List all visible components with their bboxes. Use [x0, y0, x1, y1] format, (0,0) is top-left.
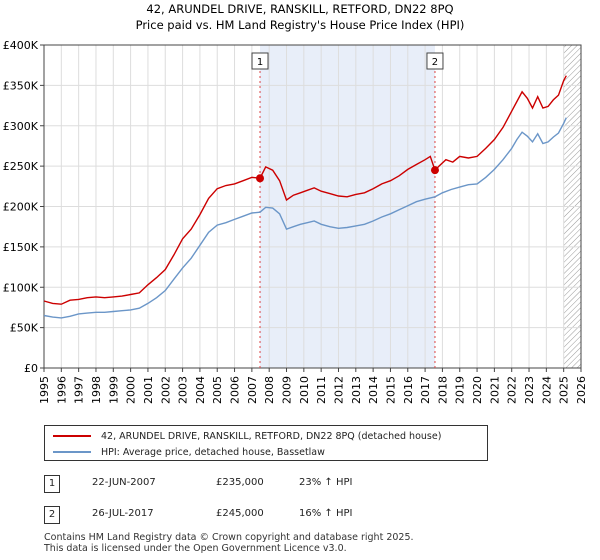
- x-tick-label: 2010: [298, 376, 311, 404]
- property-swatch: [53, 435, 91, 437]
- x-tick-label: 2000: [125, 376, 138, 404]
- x-tick-label: 1995: [38, 376, 51, 404]
- x-tick-label: 1998: [90, 376, 103, 404]
- x-tick-label: 2015: [384, 376, 397, 404]
- y-tick-label: £200K: [3, 201, 39, 214]
- price-chart: 42, ARUNDEL DRIVE, RANSKILL, RETFORD, DN…: [3, 2, 588, 404]
- footer-licence: This data is licensed under the Open Gov…: [44, 543, 347, 554]
- x-tick-label: 2018: [436, 376, 449, 404]
- x-tick-label: 2002: [159, 376, 172, 404]
- sale-point: [256, 174, 265, 183]
- x-tick-label: 1996: [55, 376, 68, 404]
- y-tick-label: £50K: [10, 322, 39, 335]
- x-tick-label: 2012: [332, 376, 345, 404]
- x-tick-label: 2019: [454, 376, 467, 404]
- sale-hpi-change: 16% ↑ HPI: [299, 508, 353, 519]
- y-tick-label: £100K: [3, 281, 39, 294]
- hpi-swatch: [53, 451, 91, 453]
- hpi-series-line: [43, 117, 567, 319]
- sale-row: 1 22-JUN-2007 £235,000 23% ↑ HPI: [44, 475, 584, 493]
- x-tick-label: 2026: [575, 376, 588, 404]
- x-tick-label: 2013: [350, 376, 363, 404]
- x-tick-label: 2004: [194, 376, 207, 404]
- x-tick-label: 2016: [402, 376, 415, 404]
- sale-number: 2: [44, 506, 60, 524]
- x-tick-label: 2021: [488, 376, 501, 404]
- y-tick-label: £300K: [3, 120, 39, 133]
- sale-date: 22-JUN-2007: [92, 477, 156, 488]
- sale-label-number: 2: [432, 57, 438, 68]
- sale-hpi-change: 23% ↑ HPI: [299, 477, 353, 488]
- legend-item-property: 42, ARUNDEL DRIVE, RANSKILL, RETFORD, DN…: [53, 428, 441, 444]
- footer-copyright: Contains HM Land Registry data © Crown c…: [44, 532, 414, 543]
- y-tick-label: £250K: [3, 160, 39, 173]
- legend: 42, ARUNDEL DRIVE, RANSKILL, RETFORD, DN…: [44, 425, 488, 461]
- legend-hpi-label: HPI: Average price, detached house, Bass…: [101, 446, 325, 458]
- x-tick-label: 1997: [73, 376, 86, 404]
- sale-points: [256, 166, 439, 183]
- x-tick-label: 2006: [229, 376, 242, 404]
- x-tick-label: 2008: [263, 376, 276, 404]
- x-tick-label: 2024: [540, 376, 553, 404]
- y-tick-label: £150K: [3, 241, 39, 254]
- x-tick-label: 2017: [419, 376, 432, 404]
- legend-item-hpi: HPI: Average price, detached house, Bass…: [53, 444, 325, 460]
- plot-frame: [43, 44, 582, 369]
- x-tick-label: 2009: [281, 376, 294, 404]
- sale-row: 2 26-JUL-2017 £245,000 16% ↑ HPI: [44, 506, 584, 524]
- x-tick-label: 2022: [506, 376, 519, 404]
- x-tick-label: 2003: [177, 376, 190, 404]
- property-series-line: [43, 75, 567, 305]
- x-axis: 1995 1996 1997 1998 1999 2000 2001 2002 2003 2004…: [38, 368, 588, 404]
- x-tick-label: 2011: [315, 376, 328, 404]
- x-tick-label: 1999: [107, 376, 120, 404]
- sale-date: 26-JUL-2017: [92, 508, 154, 519]
- y-tick-label: £350K: [3, 79, 39, 92]
- sale-label-number: 1: [257, 57, 263, 68]
- x-tick-label: 2023: [523, 376, 536, 404]
- y-tick-label: £400K: [3, 39, 39, 52]
- x-tick-label: 2001: [142, 376, 155, 404]
- sale-price: £235,000: [216, 477, 264, 488]
- sale-label-box: [251, 52, 269, 70]
- y-tick-label: £0: [24, 362, 38, 375]
- x-tick-label: 2007: [246, 376, 259, 404]
- x-tick-label: 2014: [367, 376, 380, 404]
- legend-property-label: 42, ARUNDEL DRIVE, RANSKILL, RETFORD, DN…: [101, 430, 442, 442]
- y-axis: £0 £50K £100K £150K £200K £250K £300K £350K £400…: [3, 39, 44, 375]
- sale-number: 1: [44, 475, 60, 493]
- sale-point: [430, 166, 439, 175]
- sale-price: £245,000: [216, 508, 264, 519]
- x-tick-label: 2005: [211, 376, 224, 404]
- x-tick-label: 2025: [558, 376, 571, 404]
- sale-label-box: [426, 52, 444, 70]
- chart-subtitle: Price paid vs. HM Land Registry's House …: [136, 18, 465, 32]
- chart-title: 42, ARUNDEL DRIVE, RANSKILL, RETFORD, DN…: [146, 2, 453, 16]
- x-tick-label: 2020: [471, 376, 484, 404]
- footer: Contains HM Land Registry data © Crown c…: [44, 532, 414, 554]
